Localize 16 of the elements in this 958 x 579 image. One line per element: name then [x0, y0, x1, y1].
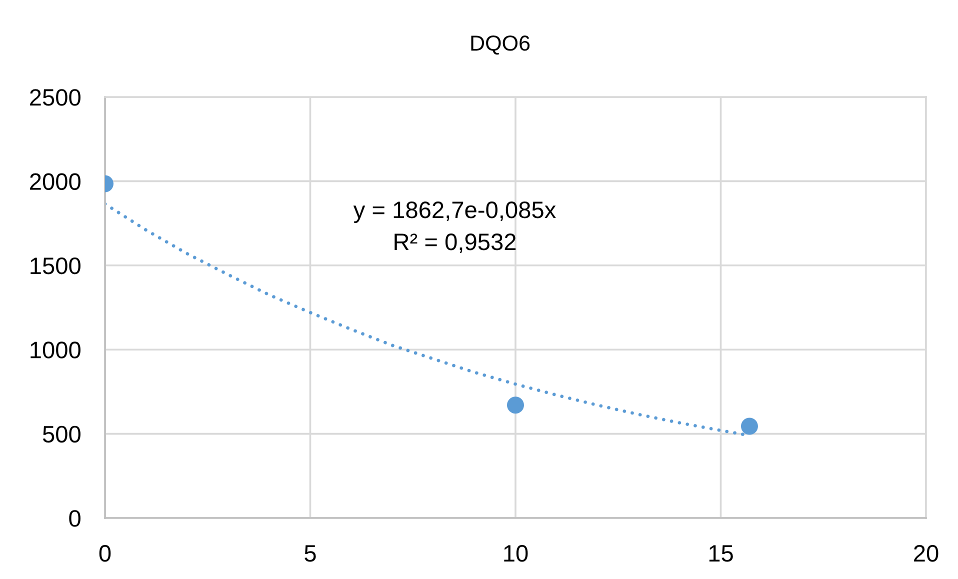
- x-tick-label: 10: [504, 545, 528, 562]
- y-tick-label: 1000: [30, 342, 80, 358]
- point: [506, 396, 524, 414]
- y-tick-label: 1500: [30, 257, 80, 274]
- y-tick-label: 2500: [30, 89, 80, 106]
- x-tick-label: 20: [914, 545, 938, 562]
- y-tick-label: 0: [69, 510, 80, 527]
- y-tick-label: 2000: [30, 173, 80, 190]
- annotation: R² = 0,9532: [394, 234, 516, 254]
- x-tick-label: 5: [304, 545, 316, 562]
- x-tick-label: 0: [99, 545, 111, 562]
- x-tick-label: 15: [709, 545, 733, 562]
- point: [740, 418, 758, 435]
- annotation: y = 1862,7e-0,085x: [353, 202, 556, 223]
- y-tick-label: 500: [42, 426, 80, 443]
- chart-title: DQO6: [471, 36, 530, 55]
